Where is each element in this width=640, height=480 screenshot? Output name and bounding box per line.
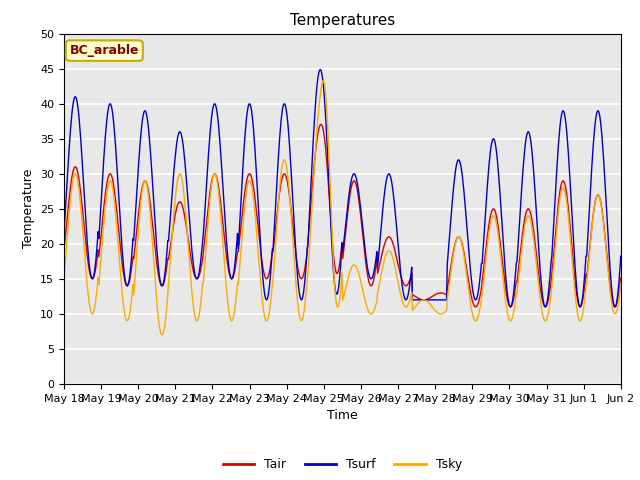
Tsky: [125, 312, 133, 318]
Tsky: [228, 317, 236, 323]
Tair: [228, 276, 236, 282]
Tsurf: [507, 304, 515, 310]
Tsky: [617, 280, 625, 286]
Tsurf: [401, 295, 408, 300]
Text: BC_arable: BC_arable: [70, 44, 139, 57]
Line: Tair: Tair: [64, 124, 621, 307]
Title: Temperatures: Temperatures: [290, 13, 395, 28]
X-axis label: Time: Time: [327, 409, 358, 422]
Y-axis label: Temperature: Temperature: [22, 169, 35, 249]
Tair: [401, 282, 408, 288]
Tsurf: [617, 253, 625, 259]
Line: Tsky: Tsky: [64, 81, 621, 335]
Tsky: [60, 275, 68, 280]
Tsky: [256, 273, 264, 279]
Tsurf: [255, 222, 263, 228]
Tair: [472, 304, 479, 310]
Tair: [432, 291, 440, 297]
Line: Tsurf: Tsurf: [64, 70, 621, 307]
Tsurf: [228, 276, 236, 282]
Tair: [317, 121, 325, 127]
Tair: [617, 275, 625, 281]
Tsky: [319, 78, 327, 84]
Tsky: [401, 304, 409, 310]
Tsky: [277, 171, 285, 177]
Tsky: [158, 332, 166, 338]
Tsky: [433, 309, 440, 315]
Tair: [60, 247, 68, 252]
Tair: [255, 236, 263, 241]
Tair: [276, 184, 284, 190]
Tair: [125, 278, 133, 284]
Tsurf: [432, 297, 440, 303]
Tsurf: [316, 67, 324, 72]
Legend: Tair, Tsurf, Tsky: Tair, Tsurf, Tsky: [218, 453, 467, 476]
Tsurf: [60, 229, 68, 235]
Tsurf: [125, 276, 133, 282]
Tsurf: [276, 126, 284, 132]
